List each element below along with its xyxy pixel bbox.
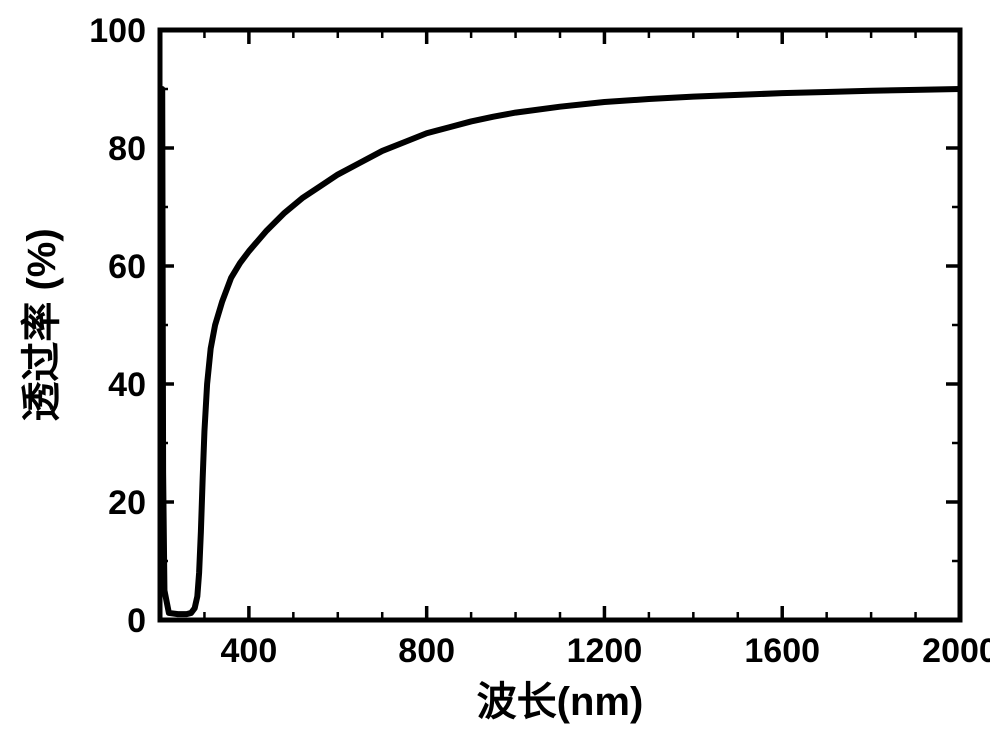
chart-container: 400 800 1200 1600 2000 0 20 40 60 80 100 波长(nm) 透过率 …: [0, 0, 990, 750]
x-tick-label: 800: [398, 632, 455, 670]
y-tick-label: 100: [89, 12, 146, 50]
y-tick-label: 80: [108, 130, 146, 168]
y-axis-label: 透过率 (%): [20, 228, 64, 421]
y-tick-label: 20: [108, 484, 146, 522]
x-tick-label: 2000: [922, 632, 990, 670]
x-tick-label: 400: [221, 632, 278, 670]
chart-svg: 400 800 1200 1600 2000 0 20 40 60 80 100 波长(nm) 透过率 …: [0, 0, 990, 750]
x-axis-label: 波长(nm): [477, 680, 644, 724]
y-tick-label: 0: [127, 602, 146, 640]
chart-bg: [0, 0, 990, 750]
y-tick-label: 40: [108, 366, 146, 404]
x-tick-label: 1600: [744, 632, 820, 670]
y-tick-label: 60: [108, 248, 146, 286]
x-tick-label: 1200: [567, 632, 643, 670]
